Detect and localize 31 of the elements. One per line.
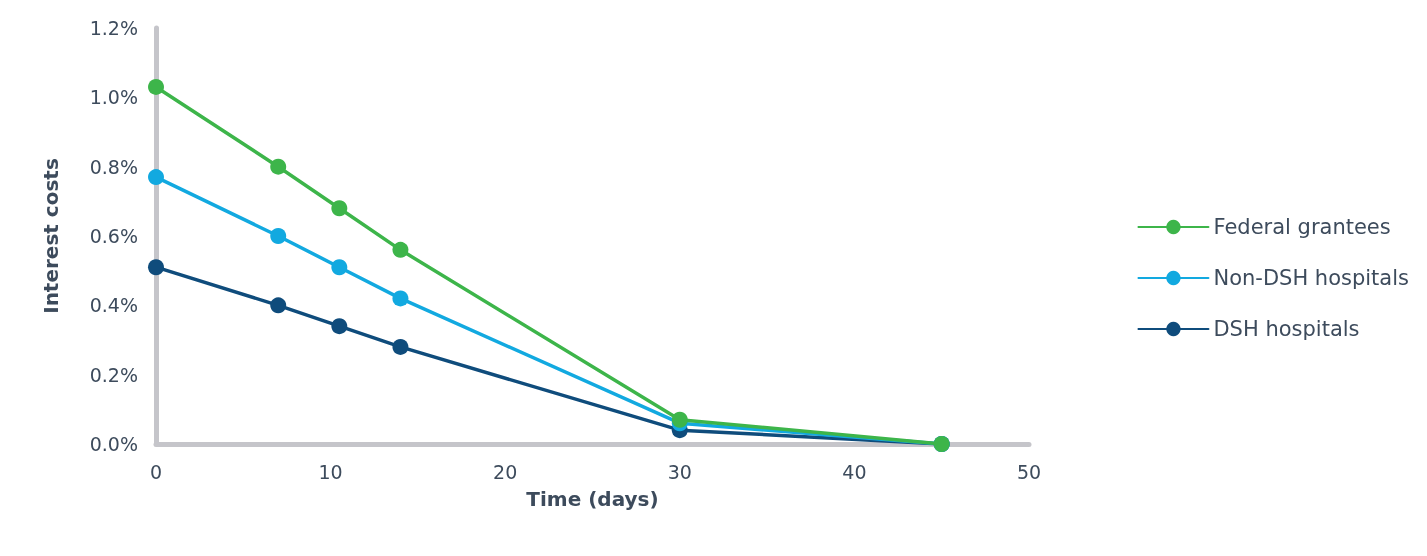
x-tick-label: 20 — [493, 460, 518, 483]
point — [148, 78, 164, 95]
point — [148, 259, 164, 276]
y-tick-label: 0.4% — [89, 294, 138, 317]
legend-label: Federal grantees — [1213, 215, 1391, 239]
point — [270, 158, 287, 175]
y-tick-label: 0.6% — [89, 225, 138, 247]
point — [148, 169, 164, 186]
legend-label: DSH hospitals — [1213, 317, 1360, 341]
point — [331, 200, 348, 217]
y-axis-title: Interest costs — [39, 158, 63, 314]
y-tick-label: 0.0% — [89, 433, 138, 455]
x-tick-label: 50 — [1016, 460, 1042, 483]
x-tick-label: 30 — [667, 460, 692, 483]
x-axis-title: Time (days) — [526, 487, 659, 511]
x-tick-label: 0 — [149, 460, 163, 483]
point — [331, 259, 348, 276]
point — [270, 297, 287, 314]
point — [331, 318, 348, 335]
y-tick-label: 0.2% — [89, 363, 138, 386]
y-tick-label: 1.0% — [89, 86, 138, 109]
point — [392, 338, 409, 355]
x-tick-label: 40 — [842, 460, 867, 483]
y-tick-label: 0.8% — [89, 155, 138, 178]
legend-label: Non-DSH hospitals — [1213, 266, 1410, 290]
point — [392, 241, 409, 258]
point — [392, 290, 409, 307]
y-tick-label: 1.2% — [89, 17, 138, 39]
x-tick-label: 10 — [318, 460, 343, 483]
point — [270, 228, 287, 244]
point — [671, 411, 688, 428]
